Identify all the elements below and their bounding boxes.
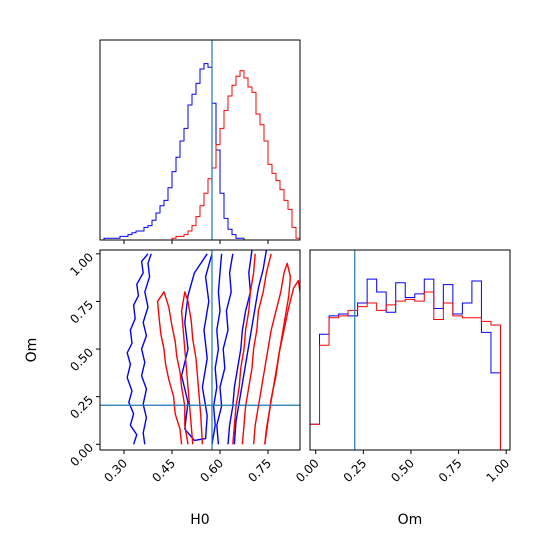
om-marginal-ticks: 0.00 0.25 0.50 0.75 1.00 <box>293 450 512 485</box>
h0-axis-ticks: 0.30 0.45 0.60 0.75 <box>101 450 274 485</box>
contour-blue-outer-left-2 <box>140 253 152 445</box>
om-marginal-panel: 0.00 0.25 0.50 0.75 1.00 Om <box>293 249 512 528</box>
contour-blue-mid <box>216 253 234 445</box>
h0-histograms <box>100 63 300 240</box>
om-tick-label: 1.00 <box>67 250 96 279</box>
h0-tick-label: 0.75 <box>245 456 274 485</box>
contour-blue-left-inner-loop <box>180 253 213 442</box>
contour-red-left-outer <box>156 291 189 445</box>
om-axis-ticks: 0.00 0.25 0.50 0.75 1.00 <box>67 250 100 469</box>
contour-red-right-outer <box>252 262 292 445</box>
contour-red-right-far <box>264 279 300 445</box>
om-marginal-tick-label: 1.00 <box>484 456 513 485</box>
om-tick-label: 0.75 <box>67 298 96 327</box>
h0-marginal-ticks <box>123 240 269 244</box>
h0-tick-label: 0.45 <box>149 456 178 485</box>
h0-tick-label: 0.30 <box>101 456 130 485</box>
om-tick-label: 0.25 <box>67 393 96 422</box>
contour-red-left-mid <box>180 291 204 445</box>
joint-contours <box>126 250 300 445</box>
contour-blue-inner <box>211 253 223 445</box>
contour-red-center <box>232 253 256 445</box>
contour-blue-outer-left <box>126 253 149 445</box>
om-marginal-frame <box>309 249 511 451</box>
om-hist-red <box>310 291 510 450</box>
om-marginal-tick-label: 0.75 <box>436 456 465 485</box>
om-marginal-tick-label: 0.25 <box>341 456 370 485</box>
contour-red-right-mid <box>241 253 272 445</box>
joint-panel: 0.30 0.45 0.60 0.75 0.00 0.25 0.50 0.75 1.00 H0… <box>24 249 301 528</box>
h0-axis-label: H0 <box>190 512 209 528</box>
h0-marginal-frame <box>99 39 301 241</box>
om-marginal-axis-label: Om <box>398 512 423 528</box>
h0-marginal-panel <box>99 39 301 244</box>
om-axis-label: Om <box>24 338 40 363</box>
om-histograms <box>310 278 510 450</box>
om-marginal-tick-label: 0.50 <box>388 456 417 485</box>
om-tick-label: 0.50 <box>67 345 96 374</box>
h0-tick-label: 0.60 <box>197 456 226 485</box>
om-tick-label: 0.00 <box>67 441 96 470</box>
contour-blue-outer-right-2 <box>233 250 268 445</box>
contour-blue-outer-right <box>227 250 253 445</box>
joint-frame <box>99 249 301 451</box>
h0-hist-red <box>100 70 300 240</box>
h0-hist-blue <box>100 63 300 240</box>
om-marginal-tick-label: 0.00 <box>293 456 322 485</box>
om-hist-blue <box>310 278 510 450</box>
